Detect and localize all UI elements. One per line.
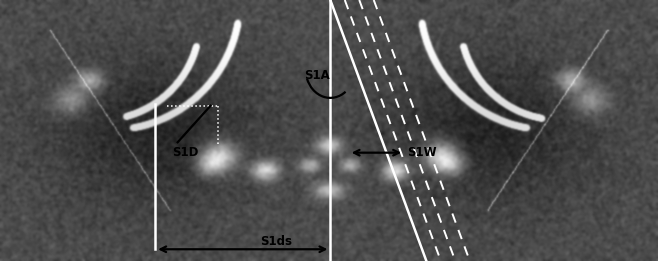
Text: S1W: S1W bbox=[407, 146, 436, 159]
Text: S1D: S1D bbox=[172, 146, 199, 159]
Text: S1ds: S1ds bbox=[260, 235, 292, 248]
Text: S1A: S1A bbox=[304, 69, 330, 82]
